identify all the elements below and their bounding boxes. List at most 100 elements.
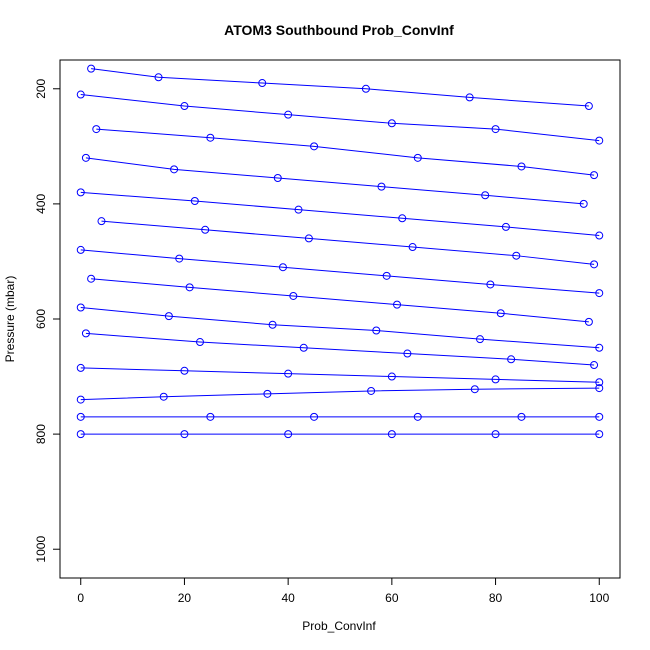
data-point bbox=[486, 280, 495, 289]
data-point bbox=[361, 84, 370, 93]
data-point bbox=[81, 329, 90, 338]
data-point bbox=[87, 64, 96, 73]
data-point bbox=[164, 312, 173, 321]
data-point bbox=[579, 199, 588, 208]
data-point bbox=[278, 263, 287, 272]
data-point bbox=[76, 412, 85, 421]
series-line bbox=[96, 128, 595, 176]
plot-area-frame bbox=[59, 59, 621, 579]
data-point bbox=[196, 338, 204, 347]
data-point bbox=[595, 378, 604, 387]
data-point bbox=[310, 142, 319, 151]
data-point bbox=[76, 90, 85, 99]
data-point bbox=[501, 222, 510, 231]
data-point bbox=[584, 102, 593, 111]
data-point bbox=[393, 300, 402, 309]
data-point bbox=[294, 205, 303, 214]
data-point bbox=[595, 430, 604, 439]
series-line bbox=[80, 367, 600, 383]
data-point bbox=[170, 165, 179, 174]
data-point bbox=[491, 430, 500, 439]
series-line bbox=[80, 306, 600, 349]
x-tick-label: 20 bbox=[178, 591, 192, 605]
data-point bbox=[154, 73, 163, 82]
data-point bbox=[76, 363, 85, 372]
data-point bbox=[387, 430, 396, 439]
data-point bbox=[413, 153, 422, 162]
y-axis: 200 400 600 800 1000 bbox=[34, 78, 61, 563]
data-point bbox=[491, 125, 500, 134]
data-point bbox=[476, 335, 484, 344]
y-tick-label: 400 bbox=[34, 194, 48, 214]
data-point bbox=[268, 320, 277, 329]
data-point bbox=[76, 303, 85, 312]
data-point bbox=[413, 412, 422, 421]
series-line bbox=[80, 387, 600, 401]
data-point bbox=[398, 214, 407, 223]
data-point bbox=[382, 271, 391, 280]
data-point bbox=[377, 182, 386, 191]
data-point bbox=[284, 369, 293, 378]
data-point bbox=[206, 412, 215, 421]
data-point bbox=[517, 162, 526, 171]
data-point bbox=[76, 430, 85, 439]
x-axis-label: Prob_ConvInf bbox=[302, 619, 376, 633]
data-point bbox=[92, 125, 101, 134]
x-tick-label: 0 bbox=[77, 591, 84, 605]
data-point bbox=[584, 317, 593, 326]
data-point bbox=[372, 326, 381, 335]
data-point bbox=[590, 361, 599, 370]
data-point bbox=[175, 254, 184, 263]
data-point bbox=[387, 119, 396, 128]
data-point bbox=[263, 389, 272, 398]
data-point bbox=[76, 245, 85, 254]
x-tick-label: 100 bbox=[589, 591, 609, 605]
data-point bbox=[284, 430, 293, 439]
series-line bbox=[85, 332, 595, 366]
data-point bbox=[185, 283, 194, 292]
data-point bbox=[470, 385, 479, 394]
y-tick-label: 200 bbox=[34, 78, 48, 98]
data-point bbox=[590, 260, 599, 269]
data-point bbox=[590, 171, 599, 180]
series-line bbox=[85, 157, 584, 205]
data-point bbox=[465, 93, 474, 102]
data-point bbox=[258, 79, 267, 88]
x-tick-label: 60 bbox=[385, 591, 399, 605]
data-point bbox=[190, 197, 199, 206]
data-point bbox=[87, 274, 96, 283]
data-point bbox=[595, 412, 604, 421]
data-point bbox=[491, 375, 500, 384]
data-point bbox=[299, 343, 308, 352]
x-tick-label: 40 bbox=[281, 591, 295, 605]
data-point bbox=[387, 372, 396, 381]
data-point bbox=[180, 102, 189, 111]
data-point bbox=[81, 153, 90, 162]
data-point bbox=[367, 386, 376, 395]
series-layer bbox=[76, 64, 604, 439]
data-point bbox=[595, 231, 604, 240]
data-point bbox=[507, 355, 516, 364]
series-line bbox=[80, 94, 600, 142]
data-point bbox=[289, 291, 298, 300]
data-point bbox=[408, 243, 417, 252]
data-point bbox=[496, 309, 505, 318]
y-tick-label: 800 bbox=[34, 424, 48, 444]
series-line bbox=[80, 191, 600, 237]
data-point bbox=[403, 349, 412, 358]
data-point bbox=[273, 173, 282, 182]
data-point bbox=[201, 225, 210, 234]
chart-title: ATOM3 Southbound Prob_ConvInf bbox=[224, 22, 454, 38]
data-point bbox=[512, 251, 521, 260]
data-point bbox=[159, 392, 168, 401]
data-point bbox=[180, 430, 189, 439]
y-axis-label: Pressure (mbar) bbox=[3, 276, 17, 363]
data-point bbox=[595, 343, 604, 352]
data-point bbox=[180, 366, 189, 375]
data-point bbox=[595, 136, 604, 145]
data-point bbox=[595, 289, 604, 298]
y-tick-label: 1000 bbox=[34, 536, 48, 563]
data-point bbox=[97, 217, 106, 226]
data-point bbox=[517, 412, 526, 421]
